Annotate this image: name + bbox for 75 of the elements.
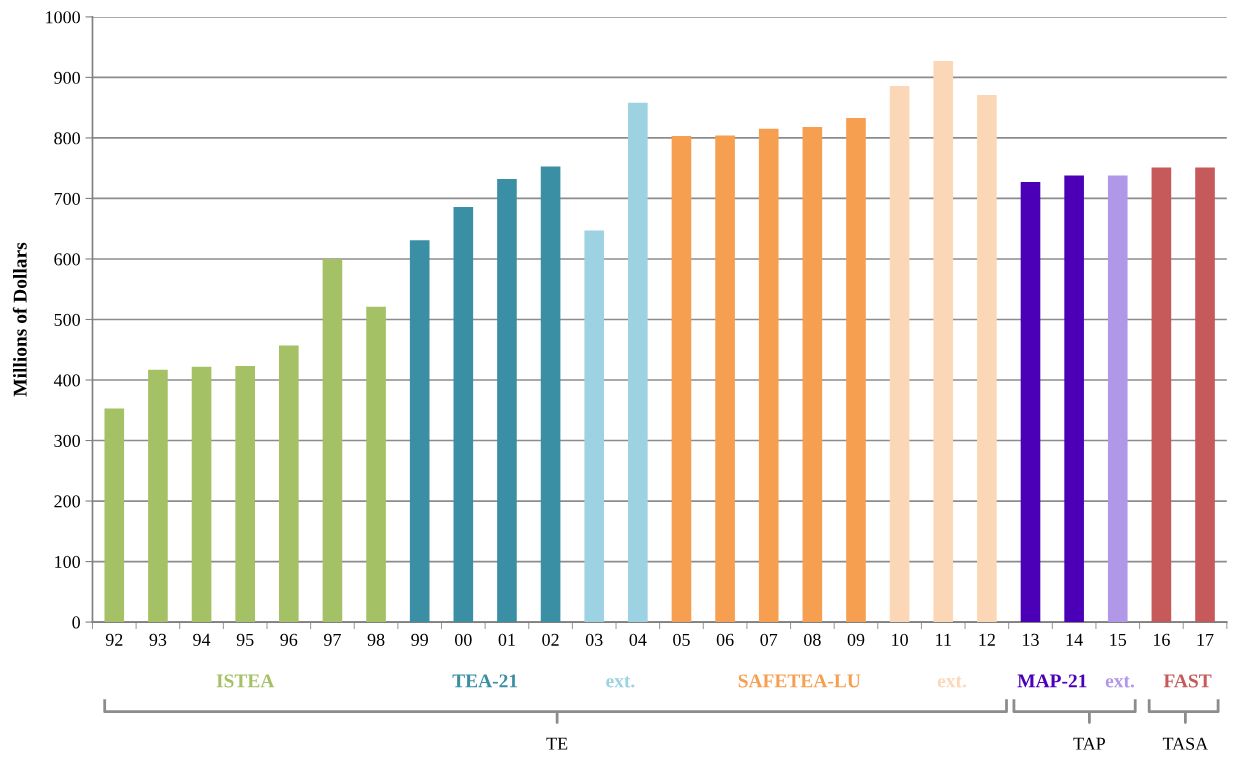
y-tick-label: 800 — [54, 132, 80, 145]
x-tick-label: 92 — [105, 633, 123, 646]
text: TAP — [1073, 737, 1106, 750]
y-tick-label: 900 — [54, 71, 80, 84]
x-tick-label: 13 — [1023, 633, 1039, 646]
x-tick-label: 09 — [847, 633, 865, 646]
x-tick-label: 00 — [454, 633, 472, 646]
x-tick-label: 15 — [1110, 633, 1127, 646]
bar — [104, 408, 125, 623]
y-tick-label: 600 — [54, 253, 80, 266]
y-tick-label: 100 — [55, 555, 80, 568]
x-tick-label: 04 — [629, 633, 647, 646]
x-tick-label: 01 — [498, 633, 515, 646]
bar — [977, 94, 997, 623]
x-tick-label: 02 — [542, 633, 559, 646]
y-tick-label: 0 — [72, 616, 80, 629]
x-tick-label: 06 — [716, 633, 734, 646]
x-tick-label: 97 — [323, 633, 341, 646]
x-tick-label: 14 — [1066, 633, 1083, 646]
x-tick-label: 17 — [1197, 633, 1214, 646]
text: ext. — [606, 676, 635, 688]
bar — [715, 135, 735, 623]
bar — [1064, 175, 1084, 623]
bar — [671, 136, 692, 623]
x-tick-label: 12 — [979, 633, 995, 646]
y-tick-label: 500 — [54, 313, 80, 326]
bar — [235, 366, 255, 623]
x-tick-label: 96 — [280, 633, 298, 646]
bar — [497, 179, 517, 623]
y-tick-label: 200 — [54, 495, 80, 508]
y-tick-label: 400 — [53, 374, 80, 387]
bar — [191, 366, 212, 623]
x-tick-label: 95 — [236, 633, 254, 646]
bar — [846, 117, 866, 623]
bar — [628, 102, 648, 623]
bar — [889, 85, 910, 623]
bar — [148, 369, 168, 623]
bar — [540, 166, 561, 623]
text: ISTEA — [216, 674, 275, 688]
x-tick-label: 08 — [804, 633, 821, 646]
text: SAFETEA-LU — [738, 674, 861, 688]
text: TEA-21 — [452, 674, 518, 688]
y-tick-label: 300 — [54, 434, 80, 447]
bar — [933, 61, 954, 623]
x-tick-label: 98 — [367, 633, 385, 646]
x-tick-label: 03 — [585, 633, 603, 646]
text: ext. — [1105, 676, 1134, 688]
text: TE — [546, 737, 568, 750]
bar — [322, 258, 343, 623]
x-tick-label: 05 — [673, 633, 690, 646]
x-tick-label: 93 — [149, 633, 167, 646]
bar — [1195, 167, 1215, 623]
text: MAP-21 — [1017, 674, 1087, 688]
bar — [758, 128, 779, 623]
x-tick-label: 99 — [411, 633, 428, 646]
x-tick-label: 10 — [892, 633, 908, 646]
bar — [802, 127, 823, 623]
text: FAST — [1163, 674, 1212, 688]
bar — [409, 240, 430, 623]
x-tick-label: 07 — [760, 633, 778, 646]
text: ext. — [937, 676, 966, 688]
bar — [453, 206, 474, 623]
y-axis-title: Millions of Dollars — [12, 242, 27, 397]
bar — [366, 306, 386, 623]
x-tick-label: 16 — [1153, 633, 1170, 646]
bar — [278, 345, 299, 623]
bar — [584, 230, 605, 623]
x-tick-label: 94 — [193, 633, 211, 646]
y-tick-label: 700 — [54, 192, 80, 205]
bar — [1151, 167, 1172, 623]
text: TASA — [1162, 737, 1209, 750]
y-tick-label: 1000 — [46, 11, 80, 24]
x-tick-label: 11 — [936, 633, 951, 646]
bar — [1107, 175, 1128, 623]
bar — [1020, 182, 1041, 623]
